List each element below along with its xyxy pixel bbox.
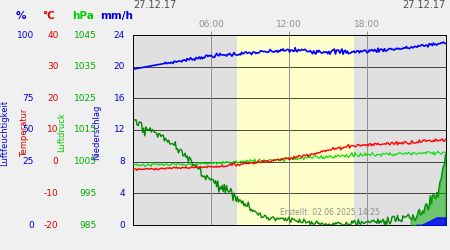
Text: 27.12.17: 27.12.17: [133, 0, 176, 10]
Text: Luftfeuchtigkeit: Luftfeuchtigkeit: [0, 100, 9, 166]
Text: 4: 4: [120, 189, 125, 198]
Text: 30: 30: [47, 62, 58, 71]
Bar: [237, 35, 354, 225]
Text: °C: °C: [42, 11, 54, 21]
Text: 1015: 1015: [74, 126, 97, 134]
Text: Niederschlag: Niederschlag: [92, 105, 101, 160]
Text: 20: 20: [47, 94, 58, 103]
Text: 0: 0: [119, 220, 125, 230]
Text: Erstellt: 02.06.2025 14:25: Erstellt: 02.06.2025 14:25: [280, 208, 379, 218]
Text: 10: 10: [47, 126, 58, 134]
Text: hPa: hPa: [72, 11, 94, 21]
Text: 20: 20: [114, 62, 125, 71]
Text: 1005: 1005: [74, 157, 97, 166]
Text: Luftdruck: Luftdruck: [58, 112, 67, 152]
Text: 40: 40: [47, 30, 58, 40]
Text: 1035: 1035: [74, 62, 97, 71]
Text: 0: 0: [53, 157, 59, 166]
Text: mm/h: mm/h: [99, 11, 133, 21]
Text: 985: 985: [80, 220, 97, 230]
Text: -10: -10: [44, 189, 58, 198]
Text: 100: 100: [17, 30, 34, 40]
Text: %: %: [16, 11, 27, 21]
Text: 12: 12: [114, 126, 125, 134]
Text: 1025: 1025: [74, 94, 97, 103]
Text: Temperatur: Temperatur: [20, 108, 29, 157]
Text: 995: 995: [80, 189, 97, 198]
Text: 27.12.17: 27.12.17: [402, 0, 446, 10]
Text: 50: 50: [22, 126, 34, 134]
Text: -20: -20: [44, 220, 58, 230]
Text: 0: 0: [28, 220, 34, 230]
Text: 8: 8: [119, 157, 125, 166]
Text: 75: 75: [22, 94, 34, 103]
Text: 1045: 1045: [74, 30, 97, 40]
Text: 24: 24: [114, 30, 125, 40]
Text: 16: 16: [113, 94, 125, 103]
Text: 25: 25: [22, 157, 34, 166]
